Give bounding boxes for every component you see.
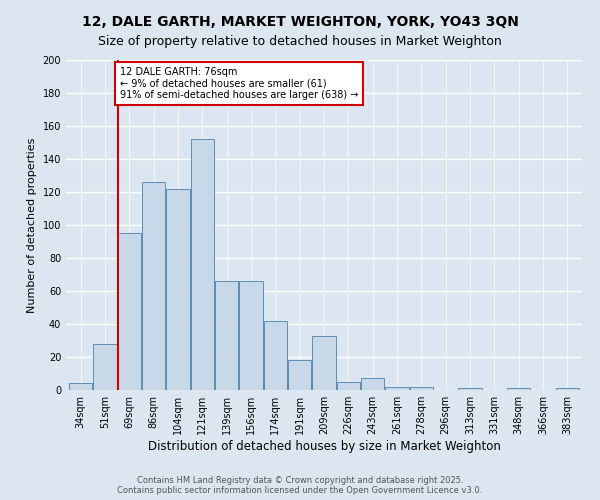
Text: 12, DALE GARTH, MARKET WEIGHTON, YORK, YO43 3QN: 12, DALE GARTH, MARKET WEIGHTON, YORK, Y… xyxy=(82,15,518,29)
Bar xyxy=(239,281,263,390)
Bar xyxy=(118,233,141,390)
Text: Size of property relative to detached houses in Market Weighton: Size of property relative to detached ho… xyxy=(98,35,502,48)
Bar xyxy=(288,360,311,390)
Bar xyxy=(337,382,360,390)
Bar xyxy=(410,386,433,390)
Text: 12 DALE GARTH: 76sqm
← 9% of detached houses are smaller (61)
91% of semi-detach: 12 DALE GARTH: 76sqm ← 9% of detached ho… xyxy=(119,66,358,100)
Bar xyxy=(507,388,530,390)
Text: Contains HM Land Registry data © Crown copyright and database right 2025.
Contai: Contains HM Land Registry data © Crown c… xyxy=(118,476,482,495)
Bar xyxy=(215,281,238,390)
Bar xyxy=(94,344,116,390)
Bar xyxy=(191,139,214,390)
Y-axis label: Number of detached properties: Number of detached properties xyxy=(27,138,37,312)
Bar xyxy=(556,388,579,390)
Bar xyxy=(69,384,92,390)
Bar xyxy=(264,320,287,390)
Bar xyxy=(313,336,335,390)
Bar xyxy=(458,388,482,390)
Bar xyxy=(385,386,409,390)
Bar xyxy=(142,182,165,390)
Bar xyxy=(361,378,384,390)
X-axis label: Distribution of detached houses by size in Market Weighton: Distribution of detached houses by size … xyxy=(148,440,500,453)
Bar xyxy=(166,188,190,390)
